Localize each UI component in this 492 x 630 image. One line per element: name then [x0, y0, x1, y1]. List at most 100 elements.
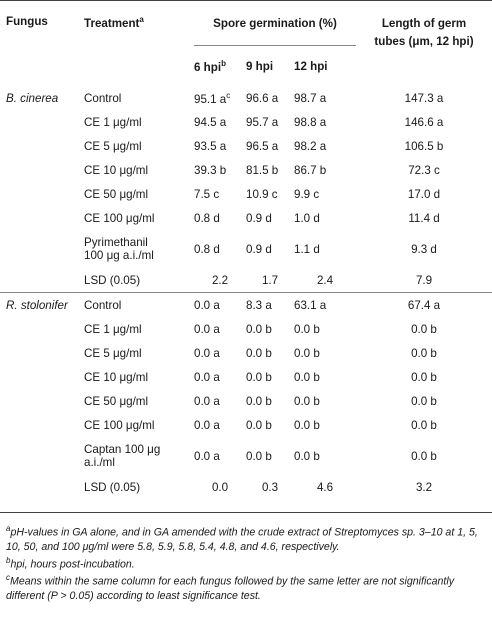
- fungus-cell: [0, 134, 84, 158]
- cell-length: 0.0 b: [411, 370, 437, 384]
- cell-h9: 1.7: [261, 273, 279, 287]
- cell-h9: 0.0 b: [246, 394, 272, 408]
- treatment-cell: CE 50 μg/ml: [84, 394, 149, 408]
- cell-h9: 96.5 a: [246, 139, 279, 153]
- cell-h9: 81.5 b: [246, 163, 279, 177]
- cell-h12: 63.1 a: [294, 292, 356, 317]
- footnote-b: bhpi, hours post-incubation.: [6, 555, 135, 571]
- cell-length: 147.3 a: [404, 91, 444, 105]
- cell-h12: 1.1 d: [294, 242, 320, 256]
- cell-h9: 0.0 b: [246, 449, 272, 463]
- table-row: Pyrimethanil 100 μg a.i./ml 0.8 d 0.9 d 1.1 …: [0, 230, 492, 268]
- data-table: Fungus Treatmenta Spore germination (%) …: [0, 0, 492, 499]
- fungus-cell: [0, 182, 84, 206]
- treatment-cell: CE 10 μg/ml: [84, 163, 149, 177]
- cell-h9: 96.6 a: [246, 91, 279, 105]
- header-fungus: Fungus: [6, 15, 48, 28]
- fungus-cell: B. cinerea: [6, 91, 59, 105]
- cell-length: 146.6 a: [404, 115, 444, 129]
- cell-h12: 98.2 a: [294, 139, 327, 153]
- cell-length: 0.0 b: [411, 346, 437, 360]
- cell-length: 0.0 b: [411, 449, 437, 463]
- lsd-row: LSD (0.05) 0.0 0.3 4.6 3.2: [0, 475, 492, 499]
- header-treatment: Treatmenta: [84, 15, 144, 30]
- table-row: B. cinerea Control 95.1 ac 96.6 a 98.7 a 147.…: [0, 86, 492, 110]
- cell-length: 3.2: [415, 480, 433, 494]
- cell-h9: 10.9 c: [246, 187, 278, 201]
- fungus-cell: [0, 268, 84, 293]
- treatment-cell: CE 1 μg/ml: [84, 115, 142, 129]
- table-body: B. cinerea Control 95.1 ac 96.6 a 98.7 a 147.…: [0, 86, 492, 499]
- table-row: CE 10 μg/ml 39.3 b 81.5 b 86.7 b 72.3 c: [0, 158, 492, 182]
- treatment-cell: CE 5 μg/ml: [84, 346, 142, 360]
- footnote-c: cMeans within the same column for each f…: [6, 573, 454, 602]
- fungus-cell: [0, 475, 84, 499]
- table-row: CE 50 μg/ml 7.5 c 10.9 c 9.9 c 17.0 d: [0, 182, 492, 206]
- treatment-cell: CE 100 μg/ml: [84, 418, 155, 432]
- treatment-cell: Control: [84, 91, 122, 105]
- cell-h12: 98.8 a: [294, 115, 327, 129]
- cell-h12: 2.4: [316, 273, 334, 287]
- cell-length: 0.0 b: [411, 418, 437, 432]
- cell-h6: 94.5 a: [194, 115, 227, 129]
- treatment-cell: CE 50 μg/ml: [84, 187, 149, 201]
- cell-length: 11.4 d: [408, 211, 440, 225]
- cell-h12: 0.0 b: [294, 418, 320, 432]
- cell-h6: 0.0 a: [194, 322, 220, 336]
- cell-length: 72.3 c: [408, 163, 440, 177]
- treatment-cell: Pyrimethanil 100 μg a.i./ml: [84, 236, 154, 262]
- cell-length: 17.0 d: [407, 187, 441, 201]
- cell-h6: 93.5 a: [194, 139, 227, 153]
- treatment-cell: CE 5 μg/ml: [84, 139, 142, 153]
- table-row: CE 5 μg/ml 0.0 a 0.0 b 0.0 b 0.0 b: [0, 341, 492, 365]
- header-6hpi: 6 hpib: [194, 45, 246, 86]
- treatment-cell: Captan 100 μg a.i./ml: [84, 443, 161, 469]
- cell-h12: 98.7 a: [294, 91, 327, 105]
- footnote-a: apH-values in GA alone, and in GA amende…: [6, 524, 478, 553]
- treatment-cell: CE 10 μg/ml: [84, 370, 149, 384]
- cell-h9: 0.3: [261, 480, 279, 494]
- cell-h12: 0.0 b: [294, 322, 320, 336]
- cell-h12: 0.0 b: [294, 449, 320, 463]
- cell-h9: 0.9 d: [246, 242, 272, 256]
- cell-h9: 0.9 d: [246, 211, 272, 225]
- cell-h6: 0.8 d: [194, 242, 220, 256]
- cell-h6: 95.1 ac: [194, 90, 231, 106]
- fungus-cell: [0, 389, 84, 413]
- cell-h6: 0.0 a: [194, 394, 220, 408]
- table-row: CE 100 μg/ml 0.0 a 0.0 b 0.0 b 0.0 b: [0, 413, 492, 437]
- cell-length: 9.3 d: [411, 242, 437, 256]
- fungus-cell: [0, 317, 84, 341]
- fungus-cell: [0, 365, 84, 389]
- table-row: CE 10 μg/ml 0.0 a 0.0 b 0.0 b 0.0 b: [0, 365, 492, 389]
- cell-length: 0.0 b: [411, 322, 437, 336]
- treatment-cell: CE 1 μg/ml: [84, 322, 142, 336]
- cell-h12: 0.0 b: [294, 346, 320, 360]
- cell-h9: 0.0 b: [246, 418, 272, 432]
- fungus-cell: [0, 230, 84, 268]
- cell-length: 67.4 a: [356, 292, 492, 317]
- cell-h12: 9.9 c: [294, 187, 320, 201]
- cell-h9: 95.7 a: [246, 115, 279, 129]
- cell-h9: 0.0 b: [246, 346, 272, 360]
- treatment-cell: CE 100 μg/ml: [84, 211, 155, 225]
- cell-h9: 0.0 b: [246, 370, 272, 384]
- cell-h6: 7.5 c: [194, 187, 220, 201]
- treatment-cell: LSD (0.05): [84, 480, 141, 494]
- cell-h12: 0.0 b: [294, 394, 320, 408]
- cell-h6: 0.0: [211, 480, 229, 494]
- fungus-cell: [0, 341, 84, 365]
- footnotes: apH-values in GA alone, and in GA amende…: [6, 522, 486, 603]
- table-row: CE 50 μg/ml 0.0 a 0.0 b 0.0 b 0.0 b: [0, 389, 492, 413]
- cell-h9: 0.0 b: [246, 322, 272, 336]
- cell-h12: 86.7 b: [294, 163, 327, 177]
- fungus-cell: [0, 437, 84, 475]
- cell-h6: 0.8 d: [194, 211, 220, 225]
- cell-h9: 8.3 a: [246, 292, 294, 317]
- cell-h6: 0.0 a: [194, 418, 220, 432]
- cell-length: 0.0 b: [411, 394, 437, 408]
- header-12hpi: 12 hpi: [294, 45, 356, 86]
- cell-length: 106.5 b: [404, 139, 444, 153]
- cell-h6: 2.2: [211, 273, 229, 287]
